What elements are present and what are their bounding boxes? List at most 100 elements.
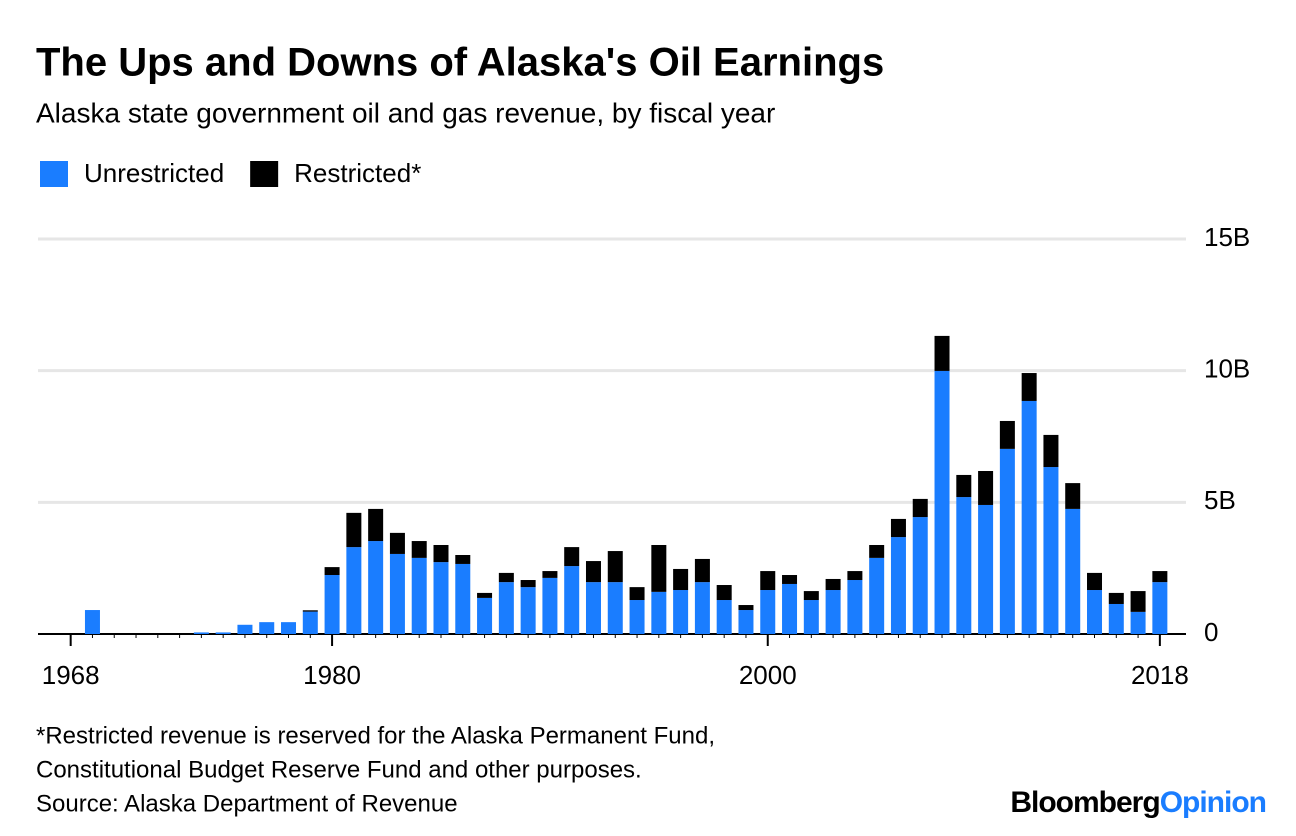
bar-segment	[978, 470, 994, 505]
bar-segment	[411, 557, 427, 634]
bar-segment	[978, 504, 994, 634]
bar-segment	[1152, 582, 1168, 634]
bar-segment	[259, 622, 275, 634]
bar-segment	[1130, 611, 1146, 634]
bar-segment	[651, 591, 667, 634]
bar-segment	[433, 544, 449, 563]
bar-segment	[1065, 508, 1081, 634]
bar-segment	[324, 567, 340, 576]
bar-segment	[302, 610, 318, 612]
chart-title: The Ups and Downs of Alaska's Oil Earnin…	[36, 41, 884, 85]
bar-segment	[803, 600, 819, 634]
bar-segment	[564, 566, 580, 634]
bar-segment	[433, 562, 449, 634]
bar-segment	[999, 448, 1015, 634]
x-tick-label: 2000	[739, 660, 797, 690]
y-tick-label: 0	[1204, 617, 1218, 647]
source: Source: Alaska Department of Revenue	[36, 790, 458, 817]
bar-segment	[389, 532, 405, 554]
bar-segment	[825, 578, 841, 591]
footnote: *Restricted revenue is reserved for the …	[36, 722, 715, 749]
bar-segment	[869, 557, 885, 634]
bar-segment	[738, 605, 754, 611]
bar-segment	[1108, 592, 1124, 604]
bar-segment	[629, 600, 645, 634]
brand-opinion: Opinion	[1160, 786, 1266, 819]
y-tick-label: 10B	[1204, 354, 1250, 384]
bar-segment	[324, 575, 340, 634]
bar-segment	[302, 611, 318, 634]
brand-main: Bloomberg	[1010, 786, 1159, 819]
bar-segment	[542, 571, 558, 578]
bar-segment	[498, 582, 514, 634]
bar-segment	[934, 370, 950, 634]
bar-segment	[1087, 572, 1103, 591]
bar-segment	[869, 544, 885, 558]
bar-segment	[477, 597, 493, 634]
legend-swatch	[250, 161, 279, 187]
bar-segment	[520, 587, 536, 634]
bar-segment	[520, 580, 536, 588]
bar-segment	[912, 498, 928, 518]
footnote: Constitutional Budget Reserve Fund and o…	[36, 756, 642, 783]
legend-label: Restricted*	[294, 158, 421, 188]
y-tick-label: 5B	[1204, 485, 1236, 515]
bar-segment	[1043, 434, 1059, 468]
bar-segment	[912, 517, 928, 634]
brand: BloombergOpinion	[1010, 786, 1266, 819]
bar-segment	[760, 590, 776, 634]
bar-segment	[956, 497, 972, 634]
bar-segment	[694, 582, 710, 634]
bar-segment	[346, 547, 362, 634]
bar-segment	[607, 582, 623, 634]
x-tick-label: 2018	[1131, 660, 1189, 690]
bar-segment	[999, 420, 1015, 449]
bar-segment	[1087, 590, 1103, 634]
bar-segment	[368, 541, 384, 634]
bar-segment	[1130, 591, 1146, 612]
bar-segment	[890, 537, 906, 634]
bar-segment	[651, 544, 667, 592]
bar-segment	[215, 632, 231, 634]
bar-segment	[1108, 603, 1124, 634]
bar-segment	[84, 610, 100, 634]
bar-segment	[629, 587, 645, 601]
bar-segment	[411, 541, 427, 558]
bar-segment	[1065, 483, 1081, 509]
bar-segment	[477, 592, 493, 598]
bar-segment	[890, 518, 906, 538]
bar-segment	[673, 590, 689, 634]
bar-segment	[782, 575, 798, 584]
bar-segment	[716, 600, 732, 634]
bar-segment	[346, 512, 362, 548]
chart-subtitle: Alaska state government oil and gas reve…	[36, 97, 775, 128]
bar-segment	[455, 563, 471, 634]
x-tick-label: 1980	[303, 660, 361, 690]
bar-segment	[368, 508, 384, 542]
bar-segment	[847, 571, 863, 581]
bar-segment	[585, 561, 601, 583]
bar-segment	[673, 568, 689, 591]
bar-segment	[760, 571, 776, 591]
bar-segment	[455, 555, 471, 564]
legend-swatch	[40, 161, 68, 187]
bar-segment	[585, 582, 601, 634]
bar-segment	[498, 572, 514, 583]
bar-segment	[825, 590, 841, 634]
bar-segment	[607, 551, 623, 583]
bar-segment	[237, 624, 253, 634]
bar-segment	[694, 558, 710, 583]
bar-segment	[564, 547, 580, 567]
bar-segment	[1043, 467, 1059, 634]
bar-segment	[716, 585, 732, 601]
bar-segment	[1021, 373, 1037, 401]
bar-segment	[956, 474, 972, 498]
bar-segment	[542, 577, 558, 634]
bar-segment	[782, 583, 798, 634]
bar-segment	[389, 553, 405, 634]
x-tick-label: 1968	[42, 660, 100, 690]
y-tick-label: 15B	[1204, 222, 1250, 252]
bar-segment	[847, 580, 863, 634]
bar-segment	[281, 622, 297, 634]
